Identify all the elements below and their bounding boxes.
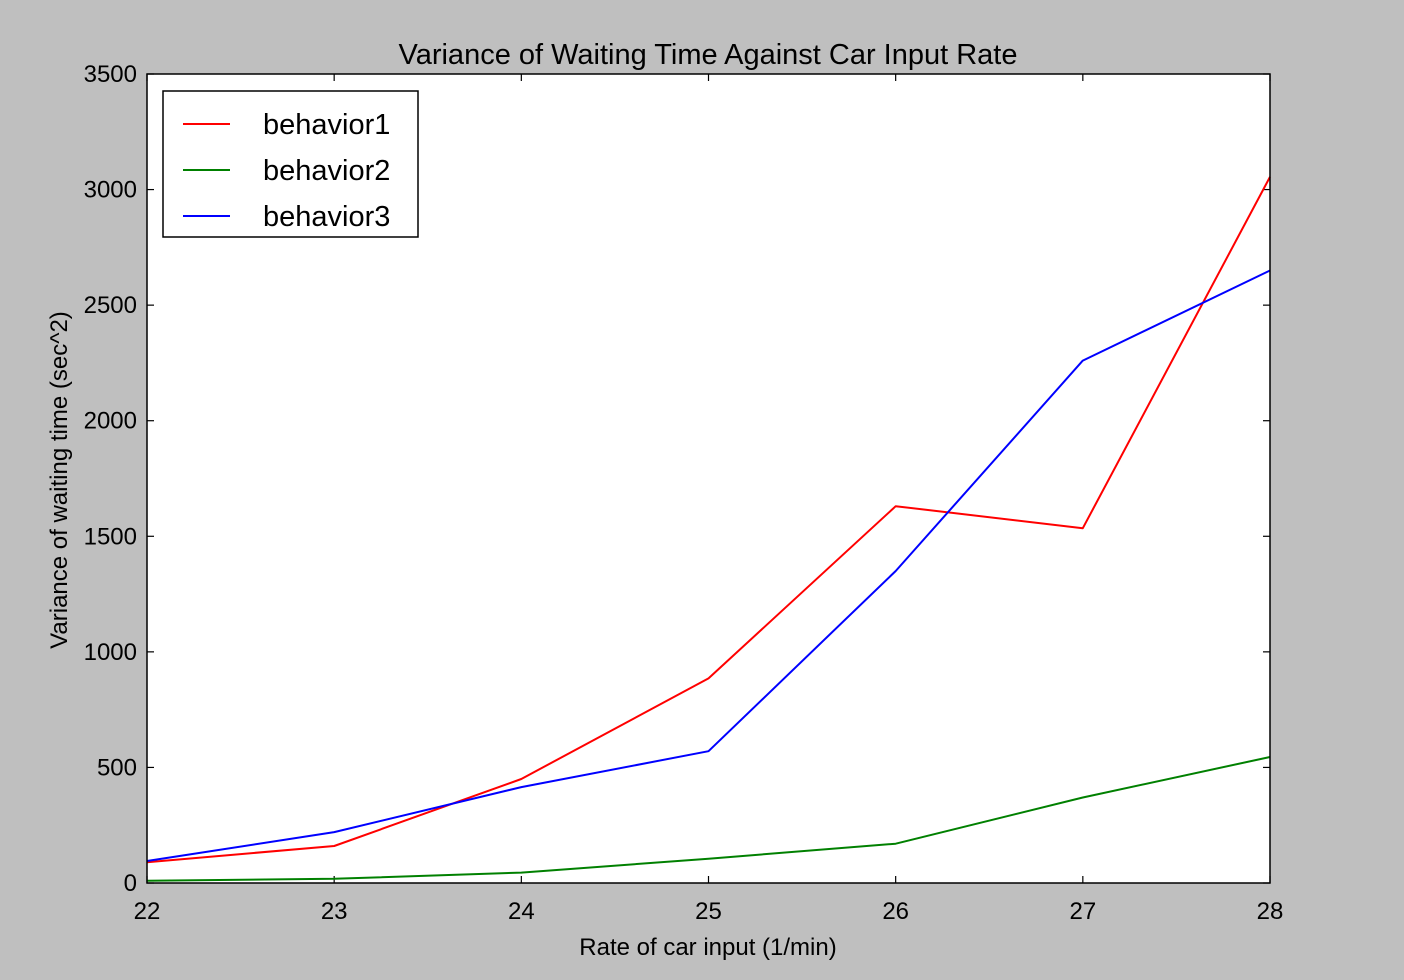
series-line-behavior2 [146, 756, 1271, 882]
chart-title: Variance of Waiting Time Against Car Inp… [399, 39, 1018, 71]
x-tick-label: 26 [882, 898, 909, 925]
legend-label-behavior2: behavior2 [263, 155, 390, 187]
y-tick-label: 500 [97, 754, 137, 781]
x-tick-label: 28 [1257, 898, 1284, 925]
y-tick-label: 0 [124, 870, 137, 897]
legend: behavior1 behavior2 behavior3 [162, 90, 419, 238]
y-axis-label: Variance of waiting time (sec^2) [46, 311, 73, 649]
series-line-behavior3 [146, 269, 1271, 862]
x-tick-label: 25 [695, 898, 722, 925]
x-tick-label: 24 [508, 898, 535, 925]
y-tick-label: 1000 [84, 639, 137, 666]
y-tick-label: 3500 [84, 61, 137, 88]
series-line-behavior1 [146, 176, 1271, 864]
x-tick-label: 23 [321, 898, 348, 925]
x-tick-label: 22 [134, 898, 161, 925]
legend-box [162, 90, 419, 238]
x-tick-label: 27 [1069, 898, 1096, 925]
y-tick-label: 2000 [84, 408, 137, 435]
legend-label-behavior3: behavior3 [263, 201, 390, 233]
legend-label-behavior1: behavior1 [263, 109, 390, 141]
y-tick-label: 3000 [84, 177, 137, 204]
y-tick-label: 1500 [84, 523, 137, 550]
y-tick-label: 2500 [84, 292, 137, 319]
plot-frame [146, 73, 1271, 884]
x-axis-label: Rate of car input (1/min) [579, 934, 836, 961]
